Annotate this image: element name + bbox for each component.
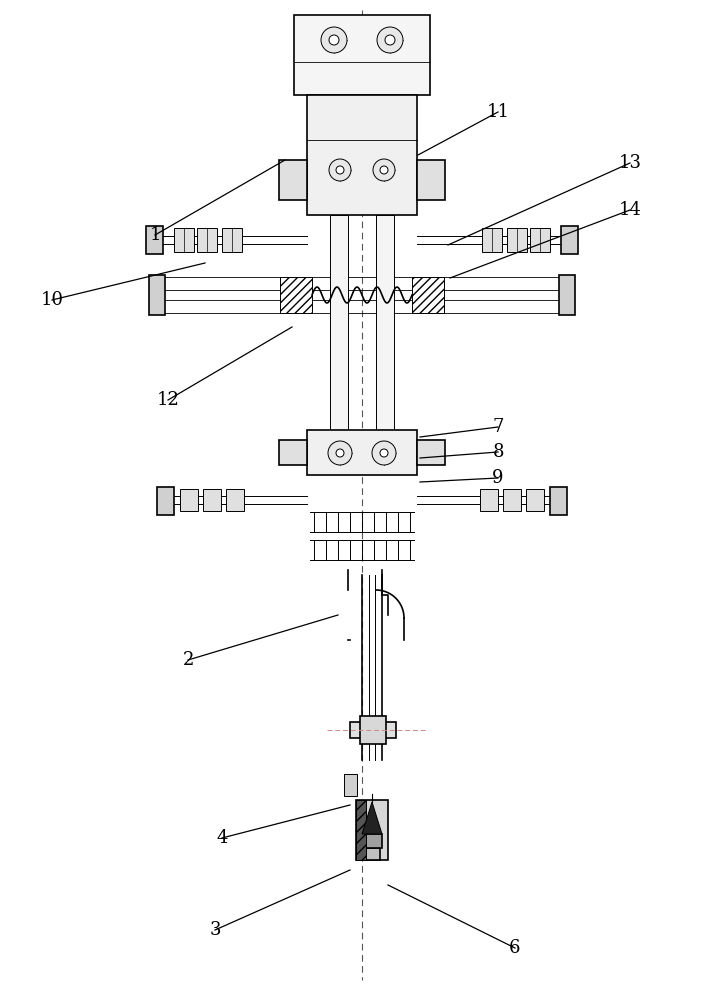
Bar	[417, 160, 445, 200]
Bar	[180, 489, 198, 511]
Text: 7: 7	[492, 418, 504, 436]
Bar	[480, 489, 498, 511]
Text: 1: 1	[149, 226, 161, 244]
Circle shape	[373, 159, 395, 181]
Circle shape	[336, 449, 344, 457]
Bar	[226, 489, 244, 511]
Bar	[356, 800, 388, 860]
Bar	[203, 489, 221, 511]
Bar	[561, 226, 578, 254]
Bar	[280, 277, 312, 313]
Text: 14: 14	[618, 201, 641, 219]
Bar	[356, 800, 366, 860]
Circle shape	[377, 27, 403, 53]
Bar	[503, 489, 521, 511]
Circle shape	[380, 449, 388, 457]
Bar	[157, 487, 174, 515]
Bar	[330, 215, 348, 440]
Circle shape	[329, 159, 351, 181]
Bar	[279, 160, 307, 200]
Bar	[417, 440, 445, 465]
Circle shape	[328, 441, 352, 465]
Circle shape	[321, 27, 347, 53]
Bar	[360, 716, 386, 744]
Bar	[526, 489, 544, 511]
Bar	[559, 275, 575, 315]
Bar	[376, 215, 394, 440]
Text: 8: 8	[492, 443, 504, 461]
Bar	[482, 228, 502, 252]
Bar	[146, 226, 163, 254]
Bar	[279, 440, 307, 465]
Bar	[412, 277, 444, 313]
Circle shape	[385, 35, 395, 45]
Text: 11: 11	[487, 103, 510, 121]
Circle shape	[329, 35, 339, 45]
Circle shape	[380, 166, 388, 174]
Bar	[197, 228, 217, 252]
Circle shape	[372, 441, 396, 465]
Text: 12: 12	[156, 391, 180, 409]
Text: 3: 3	[209, 921, 221, 939]
Bar	[307, 95, 417, 215]
Bar	[344, 774, 357, 796]
Bar	[174, 228, 194, 252]
Bar	[149, 275, 165, 315]
Bar	[550, 487, 567, 515]
Text: 6: 6	[509, 939, 521, 957]
Text: 9: 9	[492, 469, 504, 487]
Bar	[294, 15, 430, 95]
Text: 13: 13	[618, 154, 641, 172]
Text: 10: 10	[41, 291, 64, 309]
Bar	[364, 848, 380, 860]
Bar	[362, 834, 382, 848]
Bar	[350, 722, 396, 738]
Bar	[222, 228, 242, 252]
Polygon shape	[362, 802, 382, 834]
Circle shape	[336, 166, 344, 174]
Bar	[530, 228, 550, 252]
Text: 2: 2	[182, 651, 194, 669]
Bar	[307, 430, 417, 475]
Text: 4: 4	[216, 829, 227, 847]
Bar	[507, 228, 527, 252]
